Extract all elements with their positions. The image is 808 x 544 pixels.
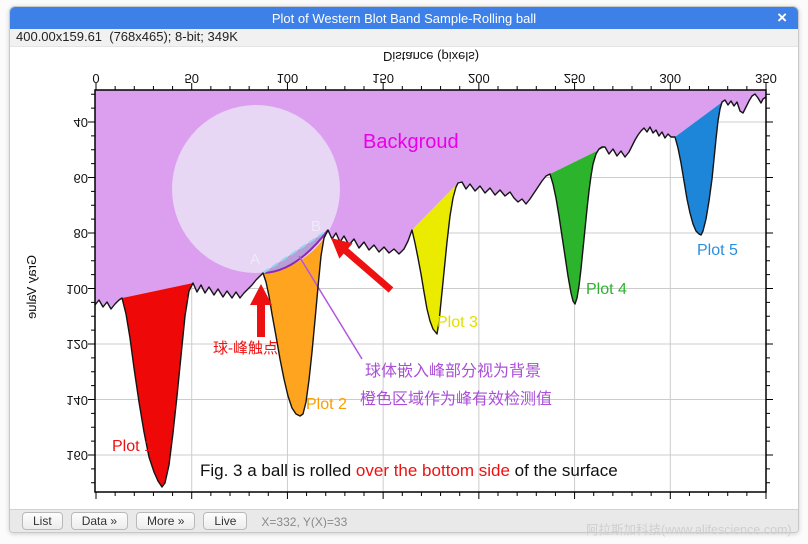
y-tick-label: 40 xyxy=(73,115,88,130)
plot-window: Plot of Western Blot Band Sample-Rolling… xyxy=(9,6,799,533)
peak-label-plot1: Plot 1 xyxy=(112,438,153,455)
figure-caption: Fig. 3 a ball is rolled over the bottom … xyxy=(200,461,618,481)
button-list[interactable]: List xyxy=(22,512,63,530)
annotation-pointer-line xyxy=(298,255,363,360)
point-b-label: B xyxy=(311,218,322,235)
profile-curve xyxy=(94,93,767,488)
x-tick-label: 0 xyxy=(92,71,100,86)
y-tick-label: 60 xyxy=(73,170,88,186)
y-tick-label: 100 xyxy=(66,281,88,297)
x-tick-label: 150 xyxy=(372,71,394,86)
chord-dashed-line xyxy=(262,229,329,274)
plot-canvas[interactable]: 0 50 100 150 200 250 300 350 40 60 80 100 120 140 160… xyxy=(10,47,796,509)
peak-label-plot4: Plot 4 xyxy=(586,281,627,298)
caption-highlight: over the bottom side xyxy=(355,461,510,480)
ball-arc xyxy=(262,229,329,274)
button-more[interactable]: More » xyxy=(136,512,196,530)
x-tick-label: 50 xyxy=(184,71,199,86)
close-icon[interactable]: × xyxy=(777,8,787,27)
y-tick-label: 160 xyxy=(66,448,88,463)
title-bar[interactable]: Plot of Western Blot Band Sample-Rolling… xyxy=(10,7,798,29)
button-row: List Data » More » Live xyxy=(22,512,255,530)
peak-region-plot4 xyxy=(550,147,605,304)
y-tick-label: 80 xyxy=(73,226,88,241)
point-a-label: A xyxy=(250,251,261,268)
background-label: Backgroud xyxy=(363,131,459,153)
y-axis-title: Gray Value xyxy=(24,254,39,320)
plot-frame xyxy=(94,89,767,493)
y-tick-label: 140 xyxy=(66,392,88,408)
window-title: Plot of Western Blot Band Sample-Rolling… xyxy=(271,10,537,26)
x-tick-label: 350 xyxy=(755,71,777,86)
watermark: 阿拉斯加科技(www.alifescience.com) xyxy=(586,523,792,537)
arrow-point-b xyxy=(331,238,394,293)
caption-prefix: Fig. 3 a ball is rolled xyxy=(200,461,356,480)
x-axis-title: Distance (pixels) xyxy=(382,49,480,64)
annotation-embed-line1: 球体嵌入峰部分视为背景 xyxy=(365,363,542,380)
y-tick-label: 120 xyxy=(66,337,88,352)
rolling-ball-circle xyxy=(172,105,340,273)
x-tick-label: 100 xyxy=(276,71,299,86)
annotation-embed-line2: 橙色区域作为峰有效检测值 xyxy=(360,391,553,408)
bottom-toolbar: List Data » More » Live X=332, Y(X)=33 xyxy=(10,509,798,532)
caption-suffix: of the surface xyxy=(509,461,618,480)
cursor-status: X=332, Y(X)=33 xyxy=(261,514,348,528)
peak-label-plot5: Plot 5 xyxy=(697,242,738,259)
peak-region-plot1 xyxy=(122,283,193,487)
x-tick-label: 250 xyxy=(563,71,586,86)
arrow-contact-point xyxy=(250,284,272,337)
button-live[interactable]: Live xyxy=(203,512,248,530)
x-tick-label: 200 xyxy=(468,71,490,86)
peak-label-plot2: Plot 2 xyxy=(306,396,347,413)
x-tick-label: 300 xyxy=(659,71,682,86)
peak-region-plot3 xyxy=(412,183,458,334)
button-data[interactable]: Data » xyxy=(70,512,129,530)
annotation-ball-peak-contact: 球-峰触点 xyxy=(213,340,278,357)
image-info: 400.00x159.61 (768x465); 8-bit; 349K xyxy=(10,29,798,47)
profile-plot[interactable] xyxy=(10,47,796,509)
peak-label-plot3: Plot 3 xyxy=(437,314,478,331)
